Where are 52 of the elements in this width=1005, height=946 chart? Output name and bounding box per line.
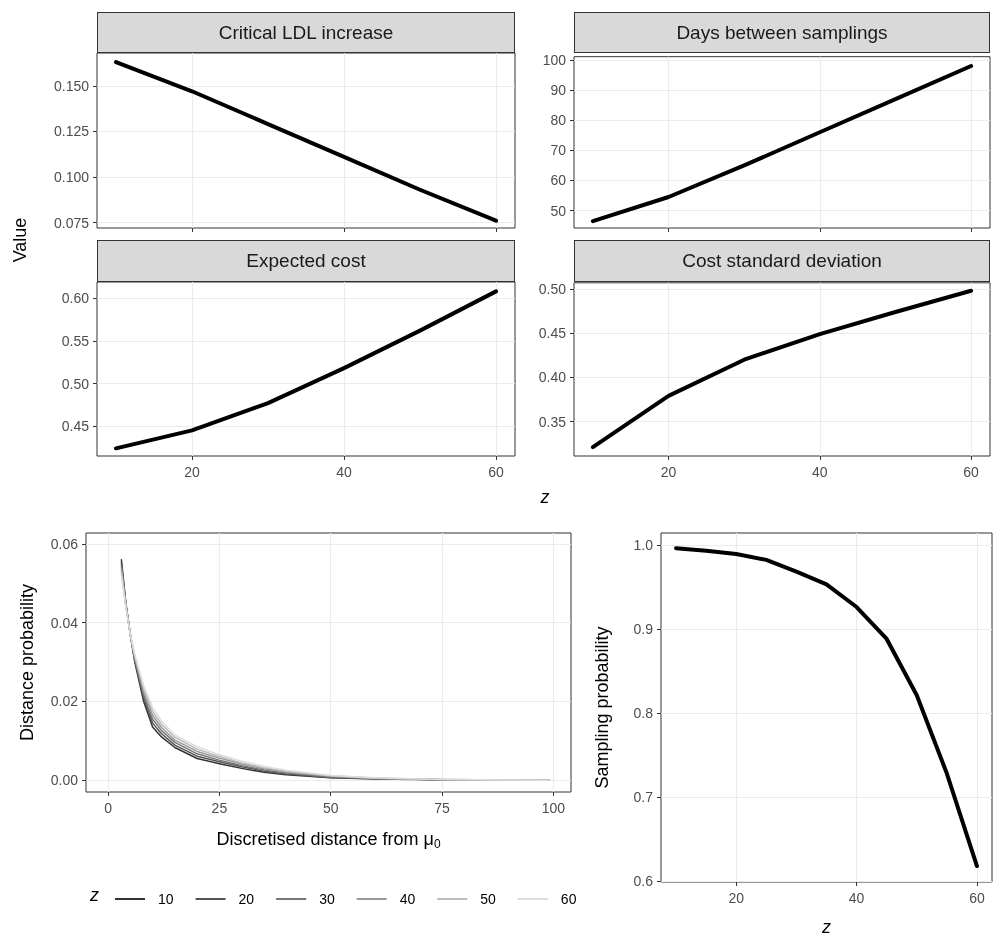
x-tick-label: 40	[336, 464, 352, 480]
y-tick-label: 50	[550, 202, 567, 219]
y-tick-label: 80	[550, 112, 567, 129]
y-tick-label: 0.9	[633, 620, 654, 637]
y-tick-label: 0.06	[50, 536, 79, 553]
y-axis-title: Value	[9, 217, 31, 263]
y-axis-title: Sampling probability	[592, 626, 612, 789]
y-tick-label: 0.100	[53, 168, 90, 185]
x-tick-label: 60	[963, 464, 980, 480]
y-tick-label: 0.40	[538, 369, 567, 386]
x-axis-title: z	[540, 486, 550, 508]
x-tick-label: 0	[104, 800, 113, 816]
y-axis-title: Distance probability	[17, 583, 37, 742]
legend-label: 30	[319, 891, 335, 907]
y-tick-label: 0.02	[50, 693, 79, 710]
x-tick-label: 60	[488, 464, 504, 480]
chart-title: Cost standard deviation	[682, 250, 882, 272]
x-tick-label: 25	[211, 800, 228, 816]
x-tick-label: 60	[969, 890, 985, 906]
chart-title: Days between samplings	[676, 21, 888, 44]
y-tick-label: 0.150	[53, 77, 90, 94]
y-tick-label: 70	[550, 142, 567, 159]
y-tick-label: 0.35	[538, 413, 567, 430]
y-tick-label: 0.7	[633, 789, 654, 806]
x-tick-label: 40	[848, 890, 865, 906]
x-tick-label: 20	[660, 464, 677, 480]
y-tick-label: 0.50	[61, 375, 90, 392]
y-tick-label: 0.60	[61, 290, 90, 307]
x-tick-label: 20	[728, 890, 745, 906]
chart-title: Critical LDL increase	[218, 21, 394, 44]
y-tick-label: 0.075	[53, 214, 90, 231]
chart-title: Expected cost	[246, 250, 366, 272]
y-tick-label: 0.8	[633, 704, 654, 721]
y-tick-label: 90	[550, 82, 567, 99]
x-tick-label: 75	[434, 800, 451, 816]
x-axis-title: z	[821, 917, 831, 937]
y-tick-label: 0.50	[538, 281, 567, 297]
y-tick-label: 0.45	[61, 418, 90, 435]
y-tick-label: 0.6	[633, 873, 654, 890]
y-tick-label: 0.55	[61, 332, 90, 349]
legend-label: 10	[158, 891, 174, 907]
y-tick-label: 0.04	[50, 614, 79, 631]
x-tick-label: 40	[812, 464, 828, 480]
x-tick-label: 50	[322, 800, 339, 816]
y-tick-label: 0.125	[53, 123, 90, 140]
y-tick-label: 60	[550, 172, 567, 189]
y-tick-label: 1.0	[633, 536, 654, 553]
y-tick-label: 100	[542, 52, 567, 68]
legend-title: z	[89, 885, 99, 905]
y-tick-label: 0.45	[538, 325, 567, 342]
x-tick-label: 20	[184, 464, 200, 480]
y-tick-label: 0.00	[50, 772, 79, 789]
